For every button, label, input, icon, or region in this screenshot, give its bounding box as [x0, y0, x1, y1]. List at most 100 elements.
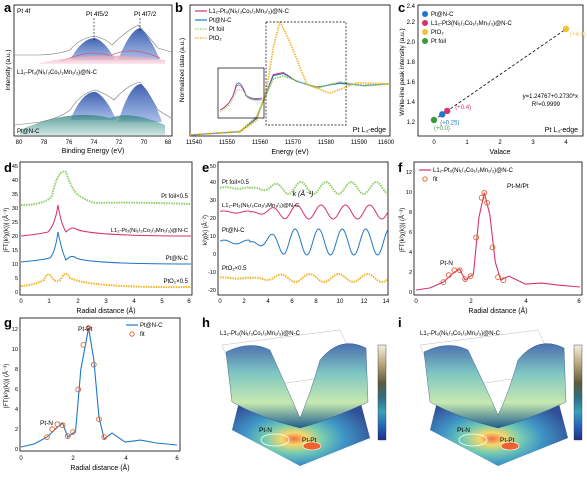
panel-b-legend-l12: L1₂-Pt₃(Ni₁/₃Co₁/₃Mn₁/₃)@N-C	[209, 9, 290, 15]
panel-a-upper-background	[40, 55, 165, 64]
panel-d-ytick: 45	[12, 164, 18, 170]
panel-c-ytick: 2.2	[407, 20, 416, 26]
panel-b-frame	[189, 4, 391, 137]
panel-a-frame	[13, 4, 173, 137]
panel-f-xtick: 4	[524, 299, 528, 305]
panel-i-peak-label-2: Pt-Pt	[500, 437, 515, 444]
panel-c-ylabel: White-line peak intensity (a.u.)	[399, 28, 406, 115]
panel-e-label-foil: Pt foil×0.5	[222, 180, 250, 186]
g-fit-marker	[90, 361, 97, 368]
panel-g-peak-label-2: Pt-Pt	[78, 326, 93, 333]
panel-g-fit: Pt@N-C fit Pt-N Pt-Pt 0 2 4 6 8 10 12 0 …	[3, 317, 181, 472]
panel-c-xlabel: Valace	[490, 149, 511, 156]
panel-d-ytick: 40	[12, 178, 18, 184]
panel-d-ytick: 0	[15, 290, 18, 296]
panel-e-xtick: 8	[314, 299, 318, 305]
panel-g-peak-label-1: Pt-N	[40, 420, 53, 427]
panel-c-point-label: (+0.0)	[434, 126, 450, 132]
panel-b-xtick: 11560	[252, 140, 269, 146]
panel-e-label-pto2: PtO₂×0.5	[222, 266, 247, 272]
panel-d-l12-curve	[20, 204, 192, 237]
panel-labels: a b c d e f g h i	[4, 0, 405, 330]
panel-c-point	[430, 116, 438, 124]
panel-h-peak-label-1: Pt-N	[259, 427, 272, 434]
panel-h-contour-peak	[302, 441, 322, 451]
panel-e-ytick: 50	[210, 164, 216, 170]
panel-c-ytick: 1.2	[407, 120, 416, 126]
panel-g-ytick: 10	[12, 347, 18, 353]
panel-d-ytick: 20	[12, 234, 18, 240]
f-fit-marker	[456, 267, 463, 274]
panel-a-xtick: 74	[91, 140, 98, 146]
panel-f-ytick: 10	[406, 190, 412, 196]
panel-e-ytick: 30	[210, 198, 216, 204]
panel-b-xtick: 11540	[186, 140, 203, 146]
f-fit-marker	[445, 272, 452, 278]
panel-c-point	[444, 107, 451, 115]
panel-e-yticks: -20 -10 0 10 20 30 40 50	[208, 164, 216, 294]
panel-a-peak-label-2: Pt 4f7/2	[134, 11, 157, 18]
panel-d-xtick: 3	[104, 299, 108, 305]
panel-a-xtick: 70	[141, 140, 148, 146]
panel-label-b: b	[175, 0, 183, 15]
panel-b-xtick: 11580	[318, 140, 335, 146]
panel-b-zoom-box	[265, 21, 347, 126]
panel-a-xtick: 78	[41, 140, 48, 146]
panel-f-fit: L1₂-Pt₃(Ni₁/₃Co₁/₃Mn₁/₃)@N-C fit Pt-N Pt…	[399, 161, 583, 315]
panel-f-yticks: 0 2 4 6 8 10 12	[406, 170, 412, 296]
panel-b-xtick: 11550	[219, 140, 236, 146]
g-fit-marker	[64, 433, 71, 439]
panel-g-ylabel: |FT(k²χ(k))| (Å⁻³)	[3, 364, 10, 408]
panel-label-a: a	[4, 0, 12, 15]
panel-a-sample-bottom: Pt@N-C	[17, 129, 40, 135]
panel-e-ytick: 10	[210, 234, 216, 240]
panel-f-ytick: 4	[409, 250, 412, 256]
panel-c-xtick: 3	[531, 140, 535, 146]
g-fit-marker	[85, 325, 92, 331]
panel-h-contour-ring	[260, 433, 290, 447]
panel-c-legend-ptnc: Pt@N-C	[431, 12, 454, 18]
panel-c-legend-foil: Pt foil	[431, 39, 446, 45]
panel-c-legend-pto2: PtO₂	[431, 30, 444, 36]
panel-b-xlabel: Energy (eV)	[271, 149, 308, 156]
panel-g-xlabel: Radial distance (Å)	[70, 463, 129, 472]
panel-h-surface	[225, 343, 369, 429]
panel-c-xtick: 2	[498, 140, 502, 146]
f-fit-marker	[489, 244, 496, 251]
legend-marker-fit	[129, 331, 135, 337]
g-fit-marker	[75, 386, 82, 393]
panel-d-label-pto2: PtO₂×0.5	[163, 279, 188, 285]
panel-e-xtick: 4	[266, 299, 270, 305]
panel-d-label-foil: Pt foil×0.5	[161, 194, 189, 200]
panel-d-xlabel: Radial distance (Å)	[76, 306, 135, 315]
panel-e-label-ptnc: Pt@N-C	[222, 228, 245, 234]
f-fit-marker	[440, 279, 447, 285]
legend-dot-foil	[422, 38, 428, 44]
panel-g-legend-fit: fit	[140, 332, 145, 338]
panel-d-label-ptnc: Pt@N-C	[166, 256, 189, 262]
panel-e-frame	[217, 161, 389, 296]
panel-c-point	[439, 111, 446, 118]
panel-c-fit-equation: y=1.24767+0.2730*x	[523, 94, 578, 100]
panel-d-ft-exafs: Pt foil×0.5 L1₂-Pt₃(Ni₁/₃Co₁/₃Mn₁/₃)@N-C…	[3, 161, 193, 315]
panel-a-xtick: 80	[16, 140, 23, 146]
panel-c-xtick: 1	[465, 140, 469, 146]
panel-c-ytick: 1.6	[407, 80, 416, 86]
panel-f-xtick: 2	[469, 299, 473, 305]
panel-g-ytick: 4	[15, 407, 18, 413]
panel-e-ytick: 20	[210, 216, 216, 222]
panel-a-sample-top: L1₂-Pt₃(Ni₁/₃Co₁/₃Mn₁/₃)@N-C	[17, 70, 98, 76]
legend-dot-pto2	[422, 29, 428, 35]
panel-c-yticks: 1.2 1.4 1.6 1.8 2.0 2.2 2.4	[407, 4, 416, 126]
panel-g-xticks: 0 2 4 6	[19, 456, 179, 462]
panel-e-xtick: 14	[383, 299, 390, 305]
panel-e-xtick: 6	[290, 299, 294, 305]
panel-d-xtick: 2	[76, 299, 80, 305]
panel-d-xtick: 6	[187, 299, 191, 305]
panel-label-f: f	[398, 160, 403, 175]
panel-b-legend-pto2: PtO₂	[209, 36, 222, 42]
panel-c-fit-line	[433, 28, 567, 121]
panel-g-plot	[20, 325, 178, 448]
f-fit-marker	[462, 276, 469, 282]
panel-b-inset-l12	[219, 84, 263, 111]
